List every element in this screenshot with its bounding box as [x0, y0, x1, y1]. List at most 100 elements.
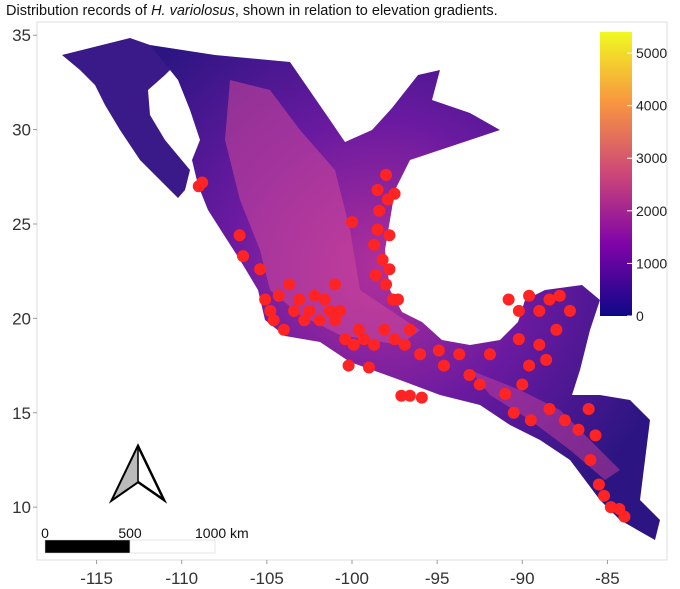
occurrence-point: [414, 348, 427, 361]
north-arrow: [108, 443, 168, 504]
occurrence-point: [346, 216, 358, 229]
title-text: Distribution records of: [6, 3, 152, 19]
occurrence-point: [403, 323, 416, 336]
occurrence-point: [363, 361, 376, 374]
occurrence-point: [283, 278, 295, 291]
title-species: H. variolosus: [151, 3, 235, 19]
occurrence-point: [499, 387, 512, 400]
occurrence-point: [618, 510, 631, 523]
colorbar: 0 1000 2000 3000 4000 5000: [600, 32, 667, 324]
occurrence-point: [357, 333, 370, 346]
occurrence-point: [272, 289, 285, 302]
highlands: [225, 80, 420, 345]
occurrence-point: [507, 406, 520, 419]
occurrence-point: [376, 253, 389, 266]
occurrence-point: [264, 304, 277, 317]
occurrence-point: [237, 250, 250, 263]
occurrence-point: [463, 369, 476, 382]
occurrence-point: [313, 314, 326, 327]
occurrence-point: [339, 333, 352, 346]
occurrence-point: [259, 293, 272, 306]
x-tick-label: -110: [165, 569, 198, 588]
x-tick-label: -115: [80, 569, 113, 588]
occurrence-point: [584, 453, 597, 466]
occurrence-point: [589, 429, 602, 442]
occurrence-point: [582, 402, 595, 415]
occurrence-point: [267, 314, 280, 327]
occurrence-point: [371, 184, 384, 197]
occurrence-point: [437, 359, 450, 372]
occurrence-point: [378, 323, 391, 336]
scale-bar-segment: [129, 539, 216, 554]
occurrence-point: [388, 187, 401, 200]
occurrence-point: [352, 323, 365, 336]
colorbar-tick-label: 0: [636, 308, 644, 324]
occurrence-point: [523, 359, 536, 372]
occurrence-point: [368, 238, 381, 251]
occurrence-point: [523, 289, 536, 302]
colorbar-tick-label: 2000: [636, 203, 667, 219]
occurrence-point: [398, 338, 411, 351]
occurrence-point: [432, 344, 445, 357]
occurrence-point: [192, 180, 205, 193]
occurrence-point: [347, 338, 360, 351]
occurrence-point: [373, 204, 386, 217]
occurrence-point: [288, 304, 301, 317]
colorbar-tick-label: 5000: [636, 45, 667, 61]
occurrence-point: [371, 223, 384, 236]
occurrence-point: [540, 353, 553, 366]
occurrence-point: [369, 268, 382, 281]
scale-bar-label: 0: [41, 525, 49, 541]
occurrence-point: [415, 391, 428, 404]
occurrence-point: [368, 338, 381, 351]
y-tick-label: 30: [12, 121, 31, 140]
occurrence-point: [254, 263, 267, 276]
x-tick-label: -85: [595, 569, 620, 588]
colorbar-tick-label: 1000: [636, 255, 667, 271]
colorbar-gradient: [600, 32, 632, 316]
scale-bar-label: 500: [118, 525, 142, 541]
occurrence-point: [550, 323, 563, 336]
title-text: , shown in relation to elevation gradien…: [234, 3, 498, 19]
scale-bar-segment: [44, 539, 131, 554]
map-title: Distribution records of H. variolosus, s…: [6, 3, 498, 19]
occurrence-point: [524, 414, 537, 427]
occurrence-point: [502, 293, 515, 306]
occurrence-point: [483, 348, 496, 361]
occurrence-point: [558, 414, 571, 427]
occurrence-point: [388, 333, 401, 346]
occurrence-point: [233, 229, 246, 242]
colorbar-tick-label: 4000: [636, 98, 667, 114]
occurrence-point: [516, 378, 529, 391]
y-tick-label: 35: [12, 26, 31, 45]
occurrence-point: [328, 314, 341, 327]
x-tick-label: -100: [335, 569, 369, 588]
occurrence-point: [293, 293, 306, 306]
occurrence-point: [543, 293, 556, 306]
baja-peninsula: [62, 38, 190, 198]
occurrence-point: [380, 168, 393, 181]
occurrence-point: [334, 304, 347, 317]
occurrence-point: [391, 293, 404, 306]
occurrence-point: [572, 423, 585, 436]
occurrence-point: [328, 278, 341, 291]
colorbar-tick-label: 3000: [636, 150, 667, 166]
occurrence-point: [308, 289, 321, 302]
occurrence-point: [598, 489, 610, 502]
occurrence-point: [303, 304, 316, 317]
x-tick-label: -90: [510, 569, 535, 588]
occurrence-point: [473, 378, 486, 391]
occurrence-point: [453, 348, 466, 361]
occurrence-point: [512, 304, 525, 317]
occurrence-point: [277, 323, 290, 336]
occurrence-point: [380, 278, 393, 291]
occurrence-point: [383, 229, 396, 242]
occurrence-point: [323, 304, 336, 317]
x-tick-label: -95: [425, 569, 450, 588]
occurrence-point: [592, 478, 605, 491]
occurrence-point: [395, 389, 408, 402]
x-tick-label: -105: [250, 569, 284, 588]
occurrence-point: [342, 359, 355, 372]
occurrence-point: [563, 304, 576, 317]
